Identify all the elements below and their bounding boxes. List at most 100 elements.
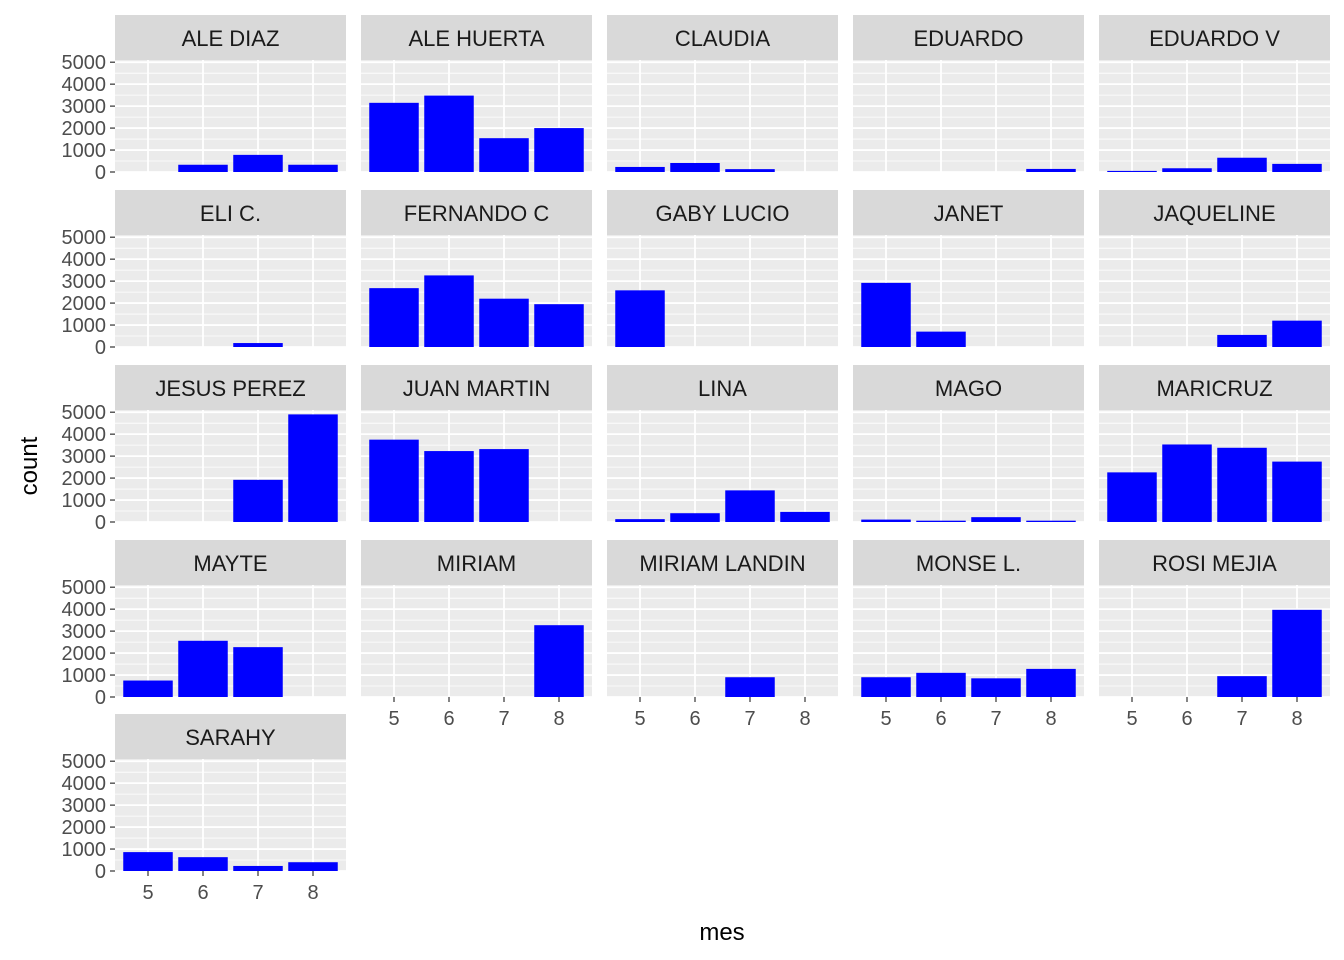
y-tick-label: 0 [95,162,106,184]
facet-title: MIRIAM [437,551,516,576]
bar [424,95,474,172]
y-tick-label: 1000 [62,140,107,162]
facet-title: JUAN MARTIN [403,376,551,401]
bar [916,672,966,697]
facet-panel: MONSE L. 5 6 7 8 [853,540,1084,730]
x-tick-label: 5 [142,882,153,904]
facet-strip [361,15,592,60]
y-tick-label: 1000 [62,315,107,337]
facet-strip [853,15,1084,60]
facet-title: JESUS PEREZ [155,376,305,401]
facet-title: MARICRUZ [1156,376,1272,401]
facet-strip [1099,190,1330,235]
y-tick-label: 0 [95,512,106,534]
x-tick-label: 8 [1291,708,1302,730]
bar [288,164,338,172]
bar [725,490,775,522]
facet-title: MONSE L. [916,551,1021,576]
y-tick-label: 4000 [62,249,107,271]
y-tick-label: 3000 [62,795,107,817]
facet-title: MIRIAM LANDIN [639,551,805,576]
x-tick-label: 5 [388,708,399,730]
y-tick-label: 4000 [62,424,107,446]
facet-title: MAGO [935,376,1002,401]
facet-panel: EDUARDO V [1099,15,1330,173]
y-tick-label: 4000 [62,773,107,795]
bar [861,282,911,347]
facet-title: ROSI MEJIA [1152,551,1277,576]
facet-strip [853,190,1084,235]
bar [1272,320,1322,347]
facet-strip [115,190,346,235]
facet-strip [1099,365,1330,410]
facet-title: EDUARDO [913,26,1023,51]
bar [615,290,665,347]
panel-background [1099,60,1330,172]
x-tick-label: 6 [1181,708,1192,730]
y-tick-label: 5000 [62,227,107,249]
facet-title: ALE DIAZ [182,26,280,51]
facet-panel: GABY LUCIO [607,190,838,348]
facet-strip [607,365,838,410]
facet-strip [361,190,592,235]
y-tick-label: 0 [95,861,106,883]
facet-title: JAQUELINE [1153,201,1275,226]
bar [916,331,966,347]
bar [123,852,173,871]
y-tick-label: 5000 [62,577,107,599]
bar [424,451,474,522]
x-tick-label: 6 [689,708,700,730]
x-tick-label: 7 [744,708,755,730]
bar [178,640,228,697]
y-axis-title: count [16,436,43,495]
bar [534,128,584,172]
panel-background [607,585,838,697]
facet-title: JANET [934,201,1004,226]
bar [861,519,911,522]
facet-panel: LINA [607,365,838,523]
y-tick-label: 2000 [62,817,107,839]
x-tick-label: 6 [443,708,454,730]
facet-title: ELI C. [200,201,261,226]
bar [861,677,911,697]
facet-panel: JAQUELINE [1099,190,1330,348]
y-tick-label: 2000 [62,293,107,315]
bar [916,520,966,522]
facet-title: ALE HUERTA [408,26,544,51]
facet-strip [115,714,346,759]
x-tick-label: 8 [307,882,318,904]
y-tick-label: 5000 [62,402,107,424]
facet-title: FERNANDO C [404,201,550,226]
facet-title: MAYTE [193,551,267,576]
bar [971,517,1021,522]
facet-panel: MIRIAM LANDIN 5 6 7 8 [607,540,838,730]
bar [1026,168,1076,172]
panel-background [115,235,346,347]
x-axis-title: mes [699,919,744,946]
x-tick-label: 7 [990,708,1001,730]
bar [780,511,830,522]
y-tick-label: 1000 [62,839,107,861]
y-tick-label: 2000 [62,643,107,665]
bar [725,169,775,172]
bar [369,439,419,522]
bar [534,304,584,347]
panel-background [607,410,838,522]
panel-background [115,585,346,697]
bar [479,298,529,347]
bar [233,479,283,522]
facet-panel: MARICRUZ [1099,365,1330,523]
x-tick-label: 7 [252,882,263,904]
facet-strip [361,365,592,410]
y-tick-label: 3000 [62,446,107,468]
bar [1026,668,1076,697]
y-tick-label: 4000 [62,599,107,621]
panel-background [853,60,1084,172]
x-tick-label: 8 [553,708,564,730]
facet-title: LINA [698,376,747,401]
bar [1162,444,1212,522]
